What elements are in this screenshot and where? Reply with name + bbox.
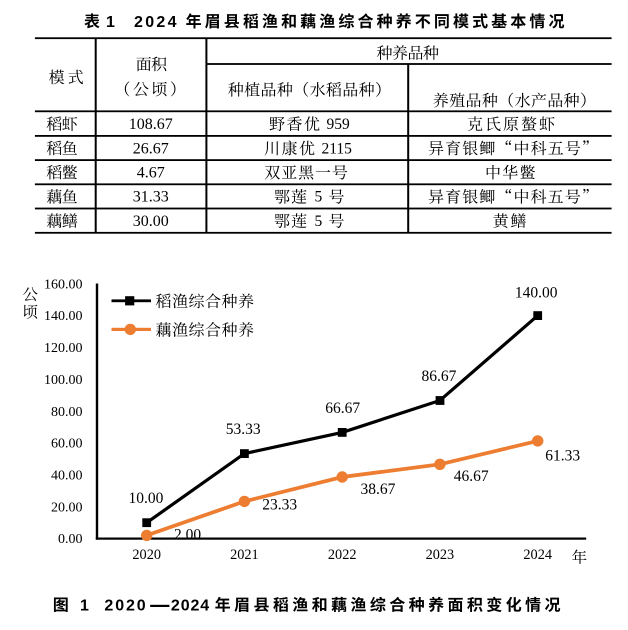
svg-text:2022: 2022 (328, 547, 357, 563)
svg-text:959: 959 (327, 116, 351, 133)
svg-text:2024: 2024 (134, 14, 179, 31)
svg-text:40.00: 40.00 (51, 469, 83, 484)
svg-text:61.33: 61.33 (545, 448, 580, 465)
svg-text:31.33: 31.33 (133, 189, 169, 206)
svg-text:2.00: 2.00 (174, 527, 201, 544)
svg-text:5: 5 (315, 213, 323, 230)
svg-text:2020: 2020 (104, 598, 147, 615)
svg-text:23.33: 23.33 (262, 497, 297, 514)
svg-text:38.67: 38.67 (361, 481, 396, 498)
svg-text:30.00: 30.00 (133, 213, 169, 230)
svg-text:108.67: 108.67 (129, 116, 173, 133)
svg-text:10.00: 10.00 (129, 490, 164, 507)
svg-text:20.00: 20.00 (51, 500, 83, 515)
svg-text:0.00: 0.00 (58, 532, 83, 547)
svg-text:160.00: 160.00 (44, 277, 83, 292)
svg-text:4.67: 4.67 (137, 165, 165, 182)
svg-text:1: 1 (80, 598, 89, 615)
svg-text:2115: 2115 (322, 140, 353, 157)
svg-text:120.00: 120.00 (44, 341, 83, 356)
svg-text:2020: 2020 (132, 547, 161, 563)
svg-text:46.67: 46.67 (454, 468, 489, 485)
svg-text:140.00: 140.00 (515, 284, 558, 301)
svg-text:2024: 2024 (523, 547, 552, 563)
svg-text:66.67: 66.67 (325, 400, 360, 417)
svg-text:140.00: 140.00 (44, 309, 83, 324)
svg-text:2023: 2023 (426, 547, 455, 563)
svg-text:5: 5 (315, 189, 323, 206)
svg-text:86.67: 86.67 (422, 368, 457, 385)
svg-text:2024: 2024 (171, 598, 210, 615)
svg-text:60.00: 60.00 (51, 437, 83, 452)
svg-text:80.00: 80.00 (51, 405, 83, 420)
svg-text:100.00: 100.00 (44, 373, 83, 388)
svg-text:1: 1 (106, 14, 115, 31)
svg-text:26.67: 26.67 (133, 140, 169, 157)
svg-text:53.33: 53.33 (226, 421, 261, 438)
svg-text:2021: 2021 (230, 547, 259, 563)
